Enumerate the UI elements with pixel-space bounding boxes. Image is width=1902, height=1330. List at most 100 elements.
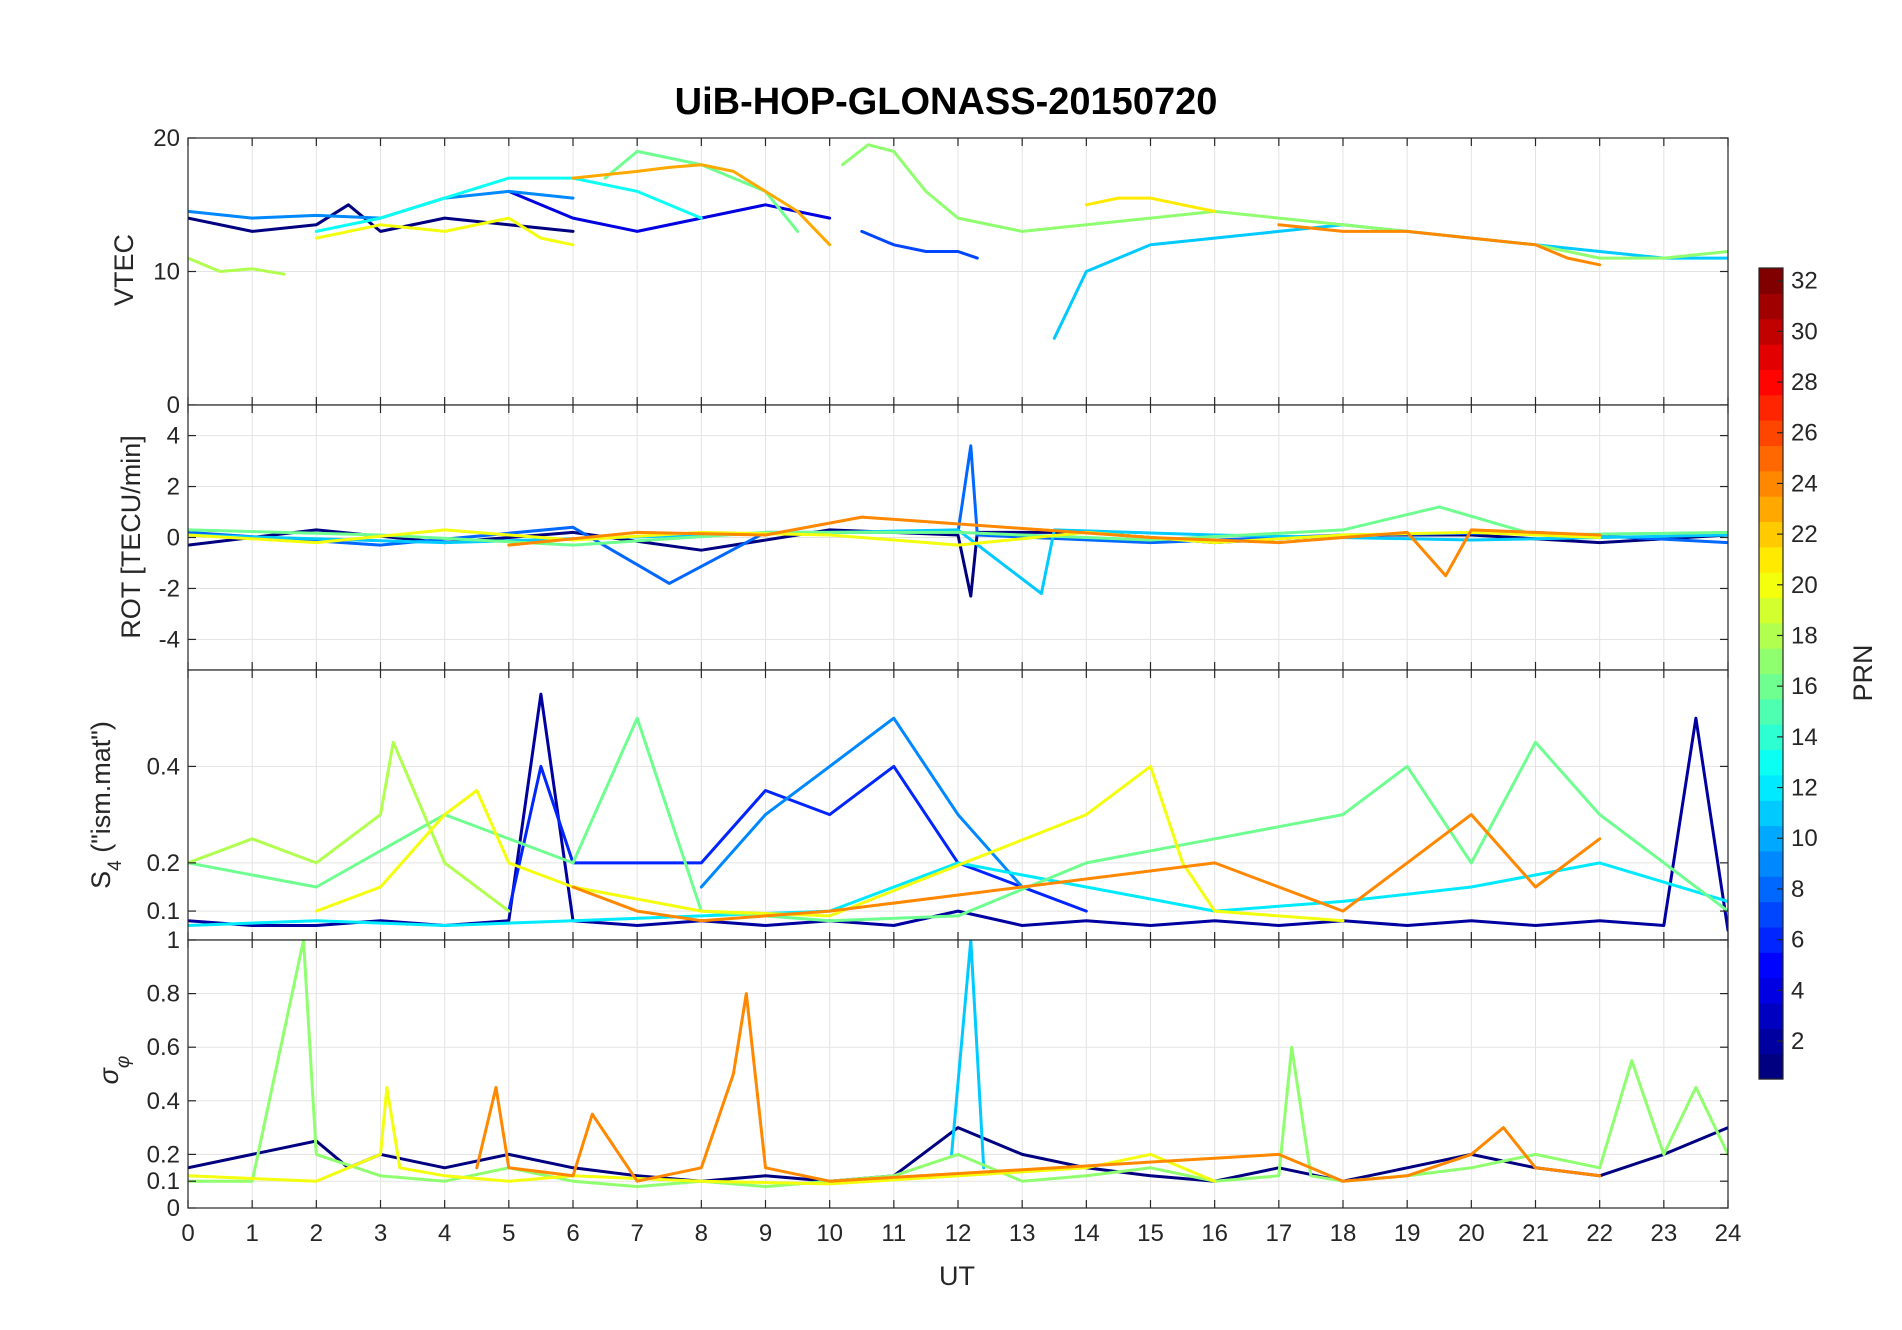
- y-tick-label: 1: [167, 927, 180, 954]
- series-line-prn-24: [475, 992, 1602, 1183]
- series-line-prn-21: [1084, 196, 1217, 213]
- colorbar-tick-label: 8: [1791, 876, 1804, 903]
- series-line-prn-20: [314, 764, 1345, 923]
- panel-s4: 0.1 0.2 0.4 S4 ("ism.mat"): [86, 669, 1729, 941]
- colorbar-segment: [1759, 901, 1783, 928]
- colorbar-tick-label: 4: [1791, 977, 1804, 1004]
- x-tick-label: 0: [181, 1220, 194, 1247]
- x-tick-label: 5: [502, 1220, 515, 1247]
- x-tick-label: 10: [816, 1220, 843, 1247]
- colorbar-segment: [1759, 546, 1783, 573]
- colorbar-segment: [1759, 952, 1783, 979]
- y-tick-label: 0: [167, 392, 180, 419]
- x-tick-label: 7: [630, 1220, 643, 1247]
- colorbar-segment: [1759, 749, 1783, 776]
- panel-rot: -4 -2 0 2 4 ROT [TECU/min]: [116, 404, 1729, 671]
- figure-title: UiB-HOP-GLONASS-20150720: [675, 81, 1218, 123]
- colorbar-segment: [1759, 850, 1783, 877]
- y-tick-label: -4: [159, 626, 180, 653]
- y-tick-label: 0.4: [147, 753, 180, 780]
- x-tick-label: 4: [438, 1220, 451, 1247]
- x-axis-label: UT: [939, 1261, 975, 1291]
- colorbar-tick-label: 10: [1791, 825, 1818, 852]
- series-group: [188, 444, 1728, 598]
- colorbar-segment: [1759, 1053, 1783, 1080]
- x-tick-label: 16: [1201, 1220, 1228, 1247]
- x-tick-label: 1: [245, 1220, 258, 1247]
- colorbar-tick-label: 14: [1791, 724, 1818, 751]
- y-tick-label: 0.4: [147, 1088, 180, 1115]
- y-tick-label: 2: [167, 474, 180, 501]
- x-tick-label: 17: [1265, 1220, 1292, 1247]
- series-line-prn-11: [950, 940, 986, 1170]
- colorbar-tick-label: 6: [1791, 927, 1804, 954]
- y-tick-label: 0.2: [147, 850, 180, 877]
- series-line-prn-11: [188, 528, 1728, 596]
- series-line-prn-6: [507, 764, 1088, 913]
- panel-vtec: 0 10 20 VTEC: [109, 125, 1729, 419]
- x-tick-label: 21: [1522, 1220, 1549, 1247]
- y-tick-label: 0.6: [147, 1034, 180, 1061]
- series-line-prn-16: [188, 716, 1728, 923]
- series-line-prn-9: [699, 716, 1024, 889]
- y-tick-label: 0.2: [147, 1141, 180, 1168]
- series-group: [188, 143, 1728, 340]
- colorbar-segment: [1759, 1002, 1783, 1029]
- x-tick-label: 14: [1073, 1220, 1100, 1247]
- y-tick-label: 10: [153, 259, 180, 286]
- colorbar-segment: [1759, 496, 1783, 523]
- colorbar-segment: [1759, 445, 1783, 472]
- colorbar-tick-label: 28: [1791, 369, 1818, 396]
- y-tick-label: 0.1: [147, 1168, 180, 1195]
- x-tick-label: 2: [310, 1220, 323, 1247]
- colorbar-tick-label: 2: [1791, 1028, 1804, 1055]
- series-line-prn-12: [188, 861, 1728, 927]
- y-tick-label: 0: [167, 1195, 180, 1222]
- colorbar-tick-label: 30: [1791, 318, 1818, 345]
- colorbar-tick-label: 18: [1791, 622, 1818, 649]
- series-line-prn-13: [314, 176, 703, 233]
- x-tick-label: 23: [1650, 1220, 1677, 1247]
- y-tick-label: 0: [167, 525, 180, 552]
- x-tick-label: 6: [566, 1220, 579, 1247]
- series-line-prn-24: [1277, 223, 1602, 267]
- y-tick-label: 20: [153, 125, 180, 152]
- colorbar-segment: [1759, 394, 1783, 421]
- series-line-prn-16: [603, 149, 800, 233]
- colorbar-segment: [1759, 800, 1783, 827]
- y-axis-label: σφ: [94, 1056, 134, 1085]
- colorbar-segment: [1759, 597, 1783, 624]
- colorbar-segment: [1759, 344, 1783, 370]
- series-line-prn-23: [571, 163, 832, 247]
- colorbar-tick-label: 16: [1791, 673, 1818, 700]
- series-line-prn-7: [860, 229, 979, 260]
- colorbar-segment: [1759, 698, 1783, 725]
- colorbar-tick-label: 26: [1791, 420, 1818, 447]
- series-line-prn-24: [571, 813, 1602, 923]
- y-axis-label: VTEC: [109, 234, 139, 306]
- series-group: [188, 940, 1728, 1189]
- x-tick-label: 9: [759, 1220, 772, 1247]
- colorbar-segment: [1759, 648, 1783, 675]
- series-line-prn-20: [188, 1085, 1217, 1186]
- colorbar-label: PRN: [1848, 644, 1878, 701]
- x-tick-label: 13: [1009, 1220, 1036, 1247]
- y-axis-label: S4 ("ism.mat"): [86, 721, 126, 889]
- y-tick-label: 4: [167, 423, 180, 450]
- colorbar-tick-label: 24: [1791, 470, 1818, 497]
- x-tick-label: 18: [1330, 1220, 1357, 1247]
- y-tick-label: 0.1: [147, 898, 180, 925]
- x-tick-label: 8: [695, 1220, 708, 1247]
- colorbar-frame: [1758, 267, 1784, 1080]
- colorbar-tick-label: 20: [1791, 572, 1818, 599]
- y-tick-label: -2: [159, 575, 180, 602]
- series-line-prn-18: [188, 256, 286, 276]
- colorbar-tick-label: 22: [1791, 521, 1818, 548]
- series-line-prn-18: [188, 740, 511, 913]
- panel-sigma-phi: 00.10.20.40.60.810 1 2 3 4 5 6 7 8 9 10 11 12 13 14 15 1…: [94, 927, 1741, 1247]
- colorbar-segment: [1759, 293, 1783, 320]
- x-tick-label: 22: [1586, 1220, 1613, 1247]
